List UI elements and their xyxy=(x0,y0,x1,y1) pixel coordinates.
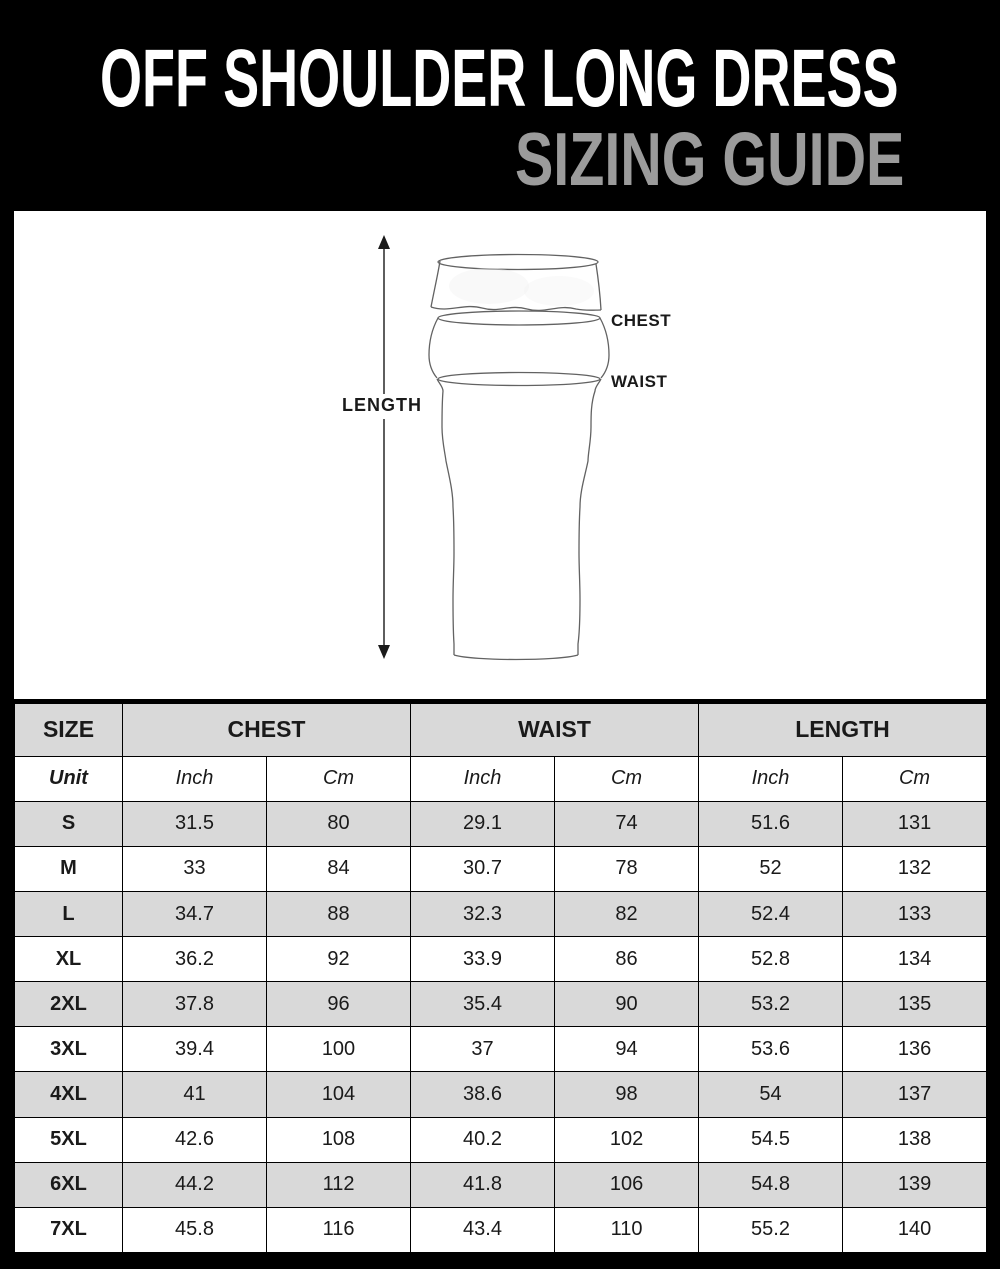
svg-text:WAIST: WAIST xyxy=(611,372,667,391)
svg-text:LENGTH: LENGTH xyxy=(342,395,422,415)
svg-text:CHEST: CHEST xyxy=(611,311,671,330)
